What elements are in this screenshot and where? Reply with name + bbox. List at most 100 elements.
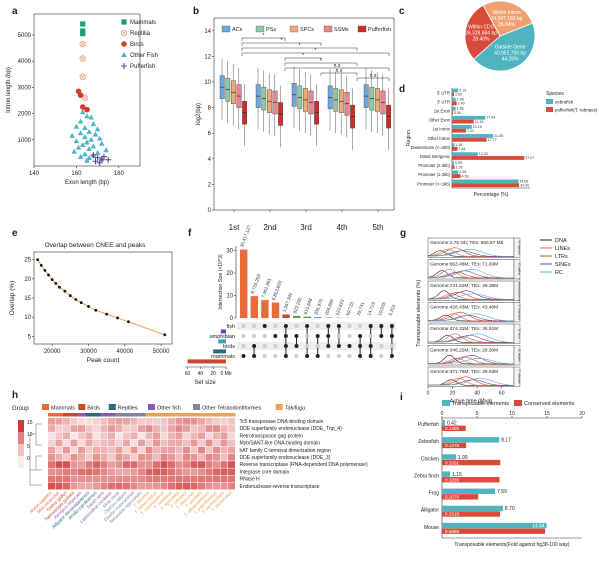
panel-f-matrix-dot: [294, 334, 299, 338]
panel-h-cell: [228, 482, 235, 490]
panel-a-point-2: [84, 106, 90, 113]
panel-b-sig-label: n.s: [370, 73, 377, 79]
panel-f-matrix-dot: [294, 354, 299, 358]
panel-h-cell: [145, 468, 153, 476]
panel-h-cell: [183, 454, 190, 461]
panel-h-cell: [123, 425, 130, 432]
panel-a-legend-marker: [121, 41, 127, 47]
panel-h-cell: [205, 482, 213, 490]
panel-b-xtick-label: 4th: [336, 223, 347, 232]
panel-i-legend-swatch: [514, 400, 522, 406]
panel-i-ce-value: 0.1355: [445, 426, 459, 431]
panel-f-intersection-bar: [240, 249, 248, 318]
panel-a-point-3: [77, 130, 84, 136]
panel-h-scale-block: [18, 444, 24, 456]
panel-h-domain-label: hAT family C-terminal dimerization regio…: [240, 448, 331, 454]
panel-d-bar-pufferfish: [452, 101, 457, 106]
panel-f-matrix-dot: [273, 334, 278, 338]
panel-h-cell: [93, 475, 100, 483]
panel-i-bar-te: [442, 437, 500, 443]
panel-h-cell: [198, 418, 205, 425]
panel-h-cell: [123, 475, 130, 483]
panel-h-cell: [138, 425, 145, 432]
panel-a-point-3: [86, 145, 92, 151]
panel-c-slice-pct: 28.40%: [473, 37, 491, 43]
panel-e-point: [163, 333, 167, 337]
panel-h-cell: [228, 461, 235, 468]
panel-h-cell: [183, 425, 190, 432]
panel-d-legend-label: zebrafish: [555, 100, 574, 105]
panel-d-bar-pufferfish: [452, 110, 453, 115]
panel-h-group-name: Reptiles: [118, 406, 138, 412]
panel-a-point-3: [73, 138, 80, 144]
panel-a-point-3: [82, 151, 88, 157]
panel-f-matrix-dot: [379, 324, 384, 328]
panel-h-cell: [100, 468, 108, 476]
panel-h-cell: [198, 475, 205, 483]
panel-b-ytick-label: 6: [208, 131, 212, 137]
panel-a-point-4: [100, 153, 107, 160]
panel-h-cell: [63, 482, 70, 490]
panel-h-cell: [93, 425, 100, 432]
panel-h-group-strip: [175, 413, 183, 417]
panel-g-letter: g: [400, 228, 406, 239]
panel-h-cell: [168, 475, 175, 483]
panel-h-group-strip: [93, 413, 101, 417]
panel-b-ytick-label: 10: [204, 80, 211, 86]
panel-h-cell: [145, 482, 153, 490]
panel-h-letter: h: [12, 390, 18, 401]
panel-h-group-strip: [48, 413, 56, 417]
panel-i-bar-ce: [442, 459, 501, 466]
panel-a-point-1: [79, 73, 87, 81]
panel-i-letter: i: [400, 392, 403, 403]
panel-h-cell: [55, 439, 63, 447]
panel-a-point-3: [75, 144, 82, 150]
panel-e-xtick-label: 50000: [153, 349, 170, 355]
panel-h-cell: [145, 461, 153, 468]
panel-h-cell: [108, 439, 115, 447]
panel-h-cell: [183, 439, 190, 447]
panel-f-intersection-bar: [282, 314, 290, 318]
panel-i-category-label: Chicken: [421, 456, 439, 462]
panel-b-legend-label: Pufferfish: [368, 27, 391, 33]
panel-f-set-bar: [187, 359, 226, 364]
panel-f-set-bar: [218, 339, 226, 344]
panel-f-matrix-dot: [368, 344, 373, 348]
panel-f-matrix-dot: [326, 344, 331, 348]
panel-h-cell: [168, 482, 175, 490]
panel-h-cell: [78, 468, 85, 476]
panel-h-cell: [220, 468, 228, 476]
panel-f-bar-label: 204,859: [324, 298, 335, 316]
panel-h-cell: [153, 482, 160, 490]
panel-f-set-label: amphibian: [210, 334, 235, 340]
panel-f-intersection-bar: [261, 300, 269, 318]
panel-h-cell: [183, 468, 190, 476]
panel-b-sig-bracket: [356, 77, 390, 81]
panel-d-category-label: Downstream (<=300): [411, 145, 451, 150]
panel-a-legend-marker: [121, 52, 127, 57]
panel-h-cell: [55, 468, 63, 476]
panel-e-xlabel: Peak count: [87, 357, 120, 364]
panel-a-letter: a: [12, 6, 18, 17]
panel-i-bar-ce: [442, 494, 479, 500]
panel-e-point: [116, 316, 119, 320]
panel-h-cell: [160, 468, 168, 476]
panel-h-cell: [183, 475, 190, 483]
panel-h-cell: [160, 418, 168, 425]
panel-d-bar-pufferfish: [452, 137, 487, 142]
panel-f-bar-label: 7,961,381: [260, 277, 272, 298]
panel-f-ytick-label: 20: [226, 271, 233, 277]
panel-a-point-4: [96, 159, 103, 166]
panel-f-intersection-bar: [293, 315, 301, 318]
panel-a-point-2: [77, 92, 84, 99]
panel-h-cell: [55, 418, 63, 425]
panel-g-species-label: D. rerio: [518, 329, 522, 339]
panel-h-cell: [198, 446, 205, 454]
panel-f-matrix-dot: [326, 334, 331, 338]
panel-h-cell: [115, 475, 123, 483]
panel-f-matrix-dot: [347, 344, 352, 348]
panel-f-set-label: mammals: [211, 354, 235, 360]
panel-h-cell: [93, 454, 100, 461]
panel-i-top-tick-label: 5: [476, 411, 479, 417]
